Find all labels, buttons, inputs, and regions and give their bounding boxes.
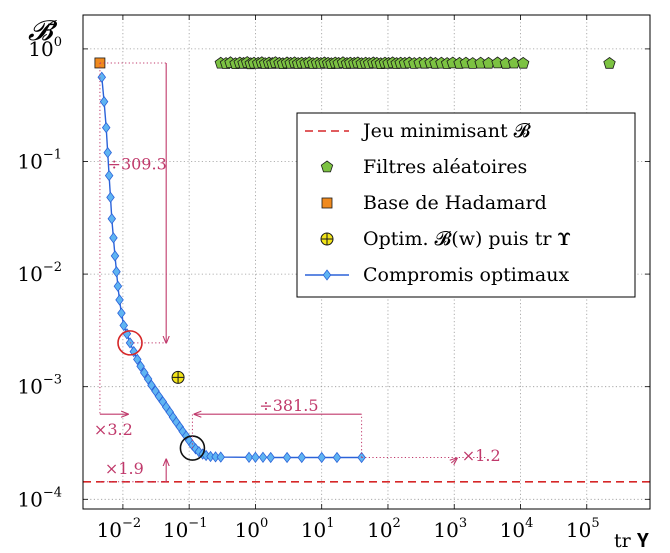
y-tick-label: 10−1 — [17, 147, 62, 173]
y-tick-exponent: 0 — [54, 35, 62, 50]
x-tick-exponent: −2 — [122, 516, 141, 531]
x-tick-label: 103 — [433, 516, 467, 542]
compromise-point — [136, 360, 145, 372]
compromise-point — [119, 319, 128, 332]
ratio-label: ÷309.3 — [108, 154, 167, 173]
compromise-point — [317, 451, 326, 464]
compromise-point — [101, 121, 111, 134]
y-tick-exponent: −3 — [43, 373, 62, 388]
x-tick-exponent: 4 — [525, 516, 533, 531]
compromise-point — [332, 451, 342, 464]
x-tick-exponent: 0 — [260, 516, 268, 531]
compromise-point — [282, 451, 292, 464]
compromise-point — [143, 373, 153, 385]
ratio-arrow-small — [451, 458, 457, 463]
compromise-point — [139, 367, 149, 379]
x-tick-exponent: −1 — [188, 516, 207, 531]
series-layer — [94, 56, 616, 464]
x-tick-label: 100 — [235, 516, 269, 542]
compromise-point — [216, 451, 226, 463]
legend-label: Filtres aléatoires — [363, 156, 527, 178]
random-filter-point — [517, 56, 530, 69]
y-tick-label: 10−3 — [17, 373, 62, 399]
compromise-point — [104, 169, 114, 182]
compromise-point — [99, 95, 109, 108]
legend-swatch-marker — [322, 269, 332, 281]
optim-point — [171, 370, 185, 384]
compromise-point — [110, 250, 120, 262]
compromise-point — [258, 451, 268, 463]
y-tick-label: 10−4 — [17, 485, 62, 511]
legend-swatch — [320, 232, 334, 246]
legend-label: Compromis optimaux — [363, 264, 569, 286]
x-tick-exponent: 3 — [459, 516, 467, 531]
x-tick-label: 102 — [367, 516, 401, 542]
compromise-point — [147, 379, 156, 391]
x-tick-exponent: 5 — [591, 516, 599, 531]
compromise-point — [251, 451, 260, 463]
x-tick-label: 10−2 — [97, 516, 142, 542]
ratio-label: ×3.2 — [94, 420, 133, 439]
legend-box — [296, 112, 636, 298]
compromise-point — [266, 451, 275, 464]
legend-label: Base de Hadamard — [363, 192, 547, 214]
annotation-layer: ÷309.3 ÷381.5 ×3.2 ×1.9 ×1.2 — [94, 62, 501, 483]
y-tick-label: 10−2 — [17, 260, 62, 286]
compromise-point — [244, 451, 254, 463]
x-tick-exponent: 1 — [326, 516, 334, 531]
x-tick-label: 101 — [301, 516, 335, 542]
compromise-point — [133, 353, 142, 365]
compromise-point — [113, 280, 123, 292]
legend-label: Optim. 𝓑(w) puis tr 𝚼 — [363, 228, 571, 250]
random-filter-point — [603, 57, 616, 69]
y-tick-exponent: −2 — [43, 260, 62, 275]
compromise-point — [107, 213, 117, 225]
legend-swatch — [321, 197, 333, 209]
compromise-point — [115, 294, 124, 306]
y-tick-exponent: −1 — [43, 147, 62, 162]
plot-frame — [82, 14, 651, 510]
compromise-point — [297, 451, 306, 464]
x-tick-label: 10−1 — [163, 516, 208, 542]
legend-label: Jeu minimisant 𝓑 — [361, 120, 532, 142]
compromise-point — [109, 232, 118, 244]
x-axis-title: tr 𝚼 — [614, 530, 650, 552]
ratio-label: ÷381.5 — [259, 396, 318, 415]
compromise-point — [106, 191, 115, 204]
compromise-point — [112, 266, 121, 278]
compromise-point — [117, 307, 126, 319]
ratio-label: ×1.2 — [462, 446, 501, 465]
y-tick-exponent: −4 — [43, 485, 62, 500]
x-tick-label: 105 — [566, 516, 600, 542]
x-tick-exponent: 2 — [393, 516, 401, 531]
x-tick-label: 104 — [500, 516, 534, 542]
compromise-point — [103, 146, 112, 159]
legend: Jeu minimisant 𝓑 Filtres aléatoires Base d… — [296, 112, 636, 298]
ratio-label: ×1.9 — [105, 459, 144, 478]
legend-swatch — [320, 160, 334, 173]
